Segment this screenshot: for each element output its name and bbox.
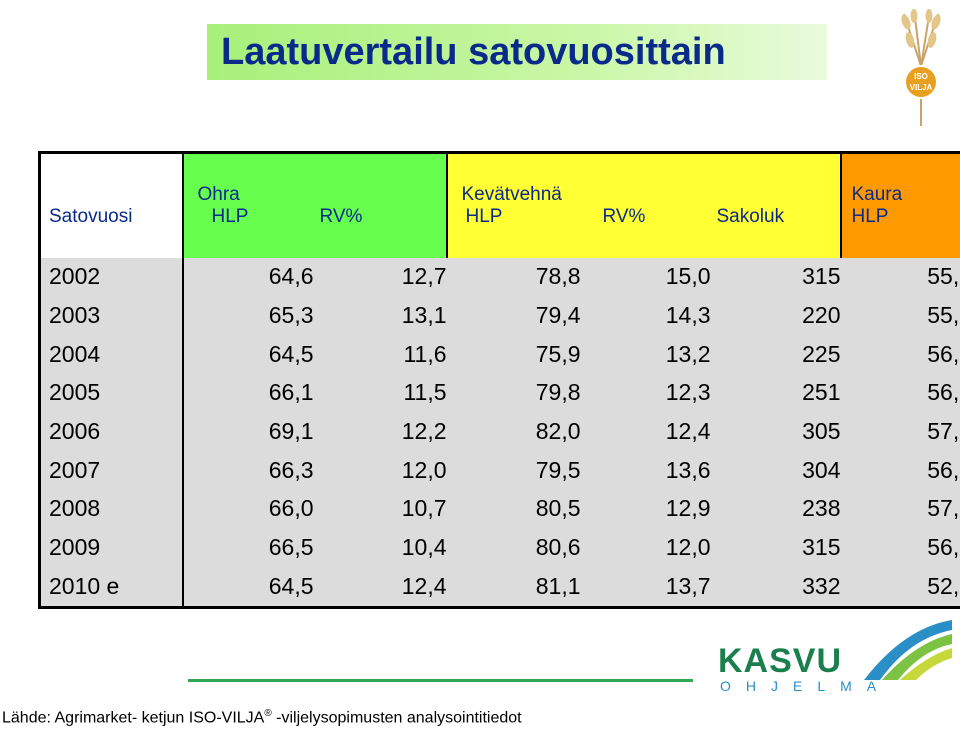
vehna-hlp-header: HLP [445, 206, 581, 258]
vehna-rv-cell: 12,4 [580, 412, 711, 451]
quality-table: Ohra Kevätvehnä Kaura Satovuosi HLP RV% … [38, 151, 960, 609]
year-cell: 2005 [39, 373, 184, 413]
ohra-rv-cell: 11,6 [313, 334, 447, 374]
kasvu-sub: OHJELMA [720, 678, 892, 694]
year-cell: 2007 [39, 450, 184, 490]
ohra-hlp-cell: 64,5 [182, 566, 314, 608]
kasvu-word: KASVU [718, 642, 843, 680]
ohra-rv-header: RV% [313, 206, 447, 258]
ohra-hlp-cell: 65,3 [182, 296, 314, 335]
kasvu-swoosh-icon [864, 620, 952, 680]
ohra-rv-cell: 11,5 [313, 373, 447, 413]
vehna-hlp-cell: 80,5 [446, 489, 581, 529]
iso-vilja-logo: ISO VILJA [901, 9, 941, 126]
ohra-rv-cell: 10,7 [313, 489, 447, 529]
year-cell: 2004 [39, 334, 184, 374]
group-kevatvehna: Kevätvehnä [445, 152, 581, 207]
footnote-text: Lähde: Agrimarket- ketjun ISO-VILJA [2, 709, 265, 727]
sakoluk-cell: 220 [710, 296, 841, 335]
vehna-rv-cell: 14,3 [580, 296, 711, 335]
vehna-hlp-cell: 79,8 [446, 373, 581, 413]
year-cell: 2002 [39, 257, 184, 297]
sakoluk-cell: 251 [710, 373, 841, 413]
sakoluk-cell: 305 [710, 412, 841, 451]
source-footnote: Lähde: Agrimarket- ketjun ISO-VILJA® -vi… [2, 708, 522, 727]
year-header: Satovuosi [39, 206, 184, 258]
kaura-hlp-cell: 57,1 [840, 489, 960, 529]
page-title: Laatuvertailu satovuosittain [221, 30, 726, 73]
kaura-hlp-header: HLP [839, 206, 960, 258]
vehna-rv-cell: 12,0 [580, 528, 711, 567]
vehna-hlp-cell: 81,1 [446, 566, 581, 608]
ohra-hlp-cell: 66,3 [182, 450, 314, 490]
sakoluk-cell: 315 [710, 528, 841, 567]
ohra-hlp-cell: 66,5 [182, 528, 314, 567]
vehna-hlp-cell: 82,0 [446, 412, 581, 451]
vehna-rv-cell: 15,0 [580, 257, 711, 297]
year-cell: 2008 [39, 489, 184, 529]
kaura-hlp-cell: 55,9 [840, 296, 960, 335]
vehna-hlp-cell: 79,4 [446, 296, 581, 335]
vehna-hlp-cell: 78,8 [446, 257, 581, 297]
ohra-rv-cell: 12,0 [313, 450, 447, 490]
registered-mark: ® [264, 708, 272, 719]
kaura-hlp-cell: 56,9 [840, 450, 960, 490]
ohra-hlp-header: HLP [182, 206, 314, 258]
group-ohra: Ohra [182, 152, 314, 207]
year-cell: 2010 e [39, 566, 184, 608]
svg-text:ISO: ISO [914, 72, 928, 81]
kaura-hlp-cell: 57,0 [840, 412, 960, 451]
kaura-hlp-cell: 56,1 [840, 373, 960, 413]
sakoluk-header: Sakoluk [710, 206, 841, 258]
vehna-hlp-cell: 79,5 [446, 450, 581, 490]
group-kaura: Kaura [839, 152, 960, 207]
divider-line [188, 679, 693, 682]
vehna-hlp-cell: 75,9 [446, 334, 581, 374]
ohra-rv-cell: 13,1 [313, 296, 447, 335]
kasvu-ohjelma-logo: KASVU OHJELMA [714, 618, 954, 698]
ohra-hlp-cell: 66,1 [182, 373, 314, 413]
vehna-rv-cell: 13,2 [580, 334, 711, 374]
ohra-rv-cell: 12,7 [313, 257, 447, 297]
vehna-rv-cell: 12,3 [580, 373, 711, 413]
vehna-rv-cell: 13,6 [580, 450, 711, 490]
year-cell: 2006 [39, 412, 184, 451]
ohra-hlp-cell: 64,5 [182, 334, 314, 374]
group-header-row: Ohra Kevätvehnä Kaura [39, 152, 960, 207]
vehna-rv-cell: 12,9 [580, 489, 711, 529]
kaura-hlp-cell: 56,5 [840, 528, 960, 567]
kaura-hlp-cell: 56,1 [840, 334, 960, 374]
vehna-hlp-cell: 80,6 [446, 528, 581, 567]
vehna-rv-cell: 13,7 [580, 566, 711, 608]
ohra-rv-cell: 12,4 [313, 566, 447, 608]
kaura-hlp-cell: 52,5 [840, 566, 960, 608]
sakoluk-cell: 315 [710, 257, 841, 297]
subheader-row: Satovuosi HLP RV% HLP RV% Sakoluk HLP [39, 206, 960, 258]
sakoluk-cell: 332 [710, 566, 841, 608]
sakoluk-cell: 304 [710, 450, 841, 490]
year-cell: 2003 [39, 296, 184, 335]
footnote-text-end: -viljelysopimusten analysointitiedot [271, 709, 522, 727]
ohra-hlp-cell: 66,0 [182, 489, 314, 529]
ohra-hlp-cell: 69,1 [182, 412, 314, 451]
vehna-rv-header: RV% [580, 206, 711, 258]
sakoluk-cell: 225 [710, 334, 841, 374]
ohra-rv-cell: 10,4 [313, 528, 447, 567]
ohra-rv-cell: 12,2 [313, 412, 447, 451]
svg-text:VILJA: VILJA [910, 83, 933, 92]
ohra-hlp-cell: 64,6 [182, 257, 314, 297]
sakoluk-cell: 238 [710, 489, 841, 529]
title-banner: Laatuvertailu satovuosittain [207, 24, 827, 80]
kaura-hlp-cell: 55,7 [840, 257, 960, 297]
year-cell: 2009 [39, 528, 184, 567]
